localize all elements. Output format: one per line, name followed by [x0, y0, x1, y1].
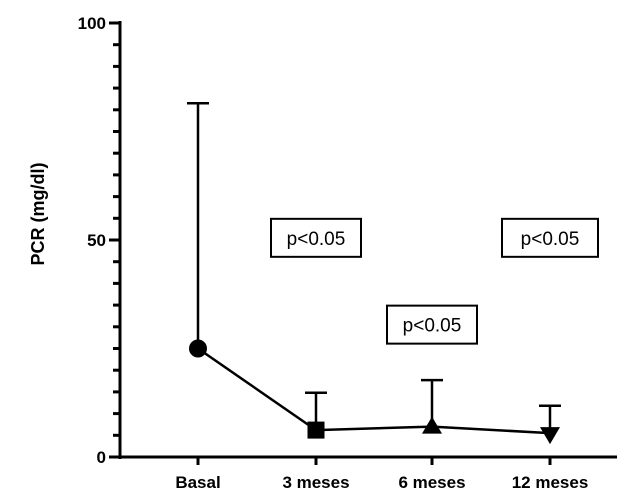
x-axis: Basal 3 meses 6 meses 12 meses — [119, 455, 617, 492]
data-line — [197, 347, 551, 435]
annotation-border — [501, 217, 599, 258]
data-point-circle — [189, 339, 207, 358]
data-point-triangle-down — [540, 427, 560, 445]
x-tick-label: 6 meses — [398, 473, 465, 492]
x-tick-label: Basal — [175, 473, 220, 492]
annotation-border — [386, 304, 478, 345]
annotations: p<0.05 p<0.05 p<0.05 — [270, 217, 599, 345]
annotation-box: p<0.05 — [270, 217, 362, 258]
x-tick-label: 3 meses — [282, 473, 349, 492]
error-bars — [187, 102, 561, 434]
annotation-text: p<0.05 — [287, 229, 346, 250]
data-point-triangle-up — [422, 416, 442, 434]
annotation-text: p<0.05 — [403, 316, 462, 337]
data-point-square — [307, 421, 325, 439]
annotation-box: p<0.05 — [386, 304, 478, 345]
annotation-box: p<0.05 — [501, 217, 599, 258]
y-axis-title: PCR (mg/dl) — [28, 162, 48, 265]
y-tick-label: 0 — [97, 448, 106, 467]
y-tick-label: 100 — [78, 14, 106, 33]
series-line — [197, 347, 551, 435]
annotation-border — [270, 217, 362, 258]
y-axis: 0 50 100 — [78, 14, 122, 467]
markers — [189, 339, 560, 445]
x-tick-label: 12 meses — [512, 473, 589, 492]
annotation-text: p<0.05 — [521, 229, 580, 250]
y-tick-label: 50 — [87, 231, 106, 250]
y-axis-title: PCR (mg/dl) — [28, 162, 48, 265]
